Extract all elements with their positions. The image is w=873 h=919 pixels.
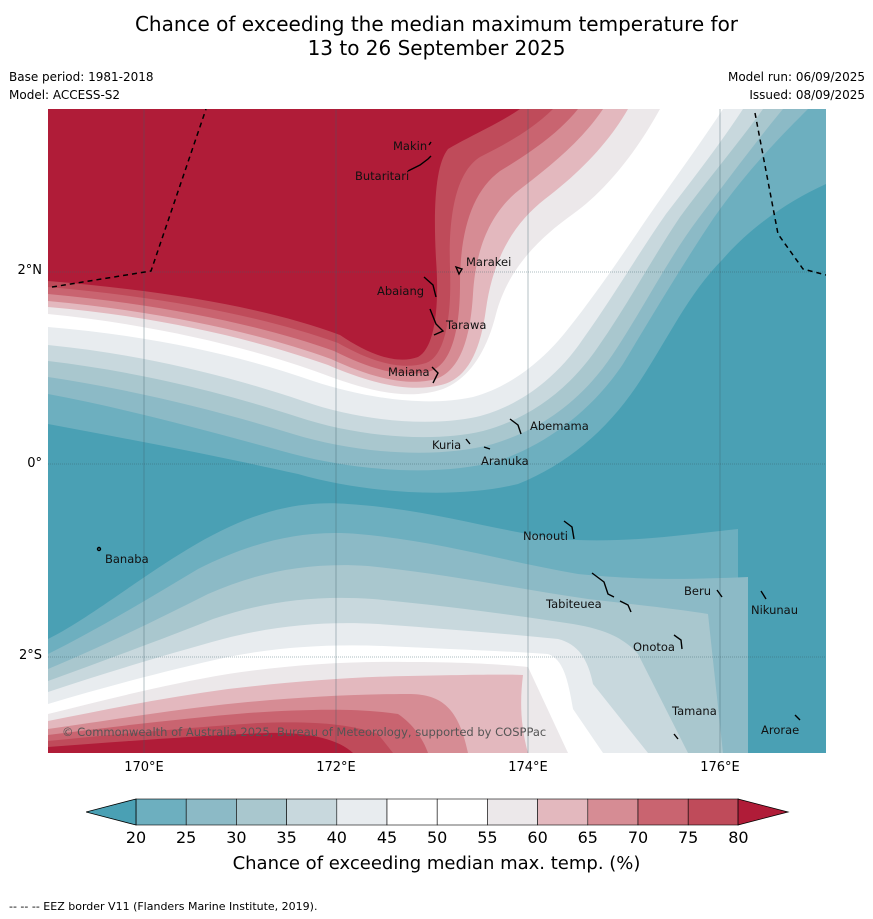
contour-n-80 [48,109,520,360]
meta-left: Base period: 1981-2018 Model: ACCESS-S2 [9,68,154,104]
issued-date: Issued: 08/09/2025 [749,88,865,102]
island-butaritari [407,155,432,172]
island-tabiteuea [591,572,632,613]
island-banaba [96,546,102,552]
colorbar-cell [687,798,739,826]
colorbar-cell [336,798,388,826]
island-marakei [454,265,464,276]
island-abaiang [423,276,437,298]
place-labels: Makin Butaritari Marakei Abaiang Tarawa … [105,139,799,737]
island-aranuka [483,446,491,450]
place-abaiang: Abaiang [377,284,424,298]
island-nikunau [760,590,767,600]
colorbar-tick-label: 65 [577,828,598,847]
place-maiana: Maiana [388,365,430,379]
place-makin: Makin [393,139,427,153]
lat-label-2n: 2°N [17,263,43,278]
colorbar [86,798,790,826]
colorbar-tick-label: 45 [376,828,398,847]
colorbar-tick-label: 60 [527,828,548,847]
map-svg: Makin Butaritari Marakei Abaiang Tarawa … [48,109,826,753]
colorbar-cell [236,798,287,826]
place-beru: Beru [684,584,711,598]
island-tamana [673,733,679,740]
colorbar-tick-label: 30 [226,828,247,847]
place-marakei: Marakei [466,255,511,269]
graticule [48,109,826,753]
colorbar-tick-label: 20 [125,828,147,847]
colorbar-tick-label: 35 [276,828,297,847]
eez-footnote: -- -- -- EEZ border V11 (Flanders Marine… [9,900,318,913]
colorbar-cell [386,798,438,826]
island-onotoa [673,634,683,650]
island-kuria [465,438,471,445]
islands [96,141,801,740]
place-aranuka: Aranuka [481,454,529,468]
colorbar-cell [487,798,538,826]
place-nonouti: Nonouti [523,529,568,543]
copyright-notice: © Commonwealth of Australia 2025, Bureau… [62,725,546,739]
model-name: Model: ACCESS-S2 [9,88,121,102]
place-tamana: Tamana [671,704,717,718]
lon-label-170: 170°E [124,760,164,775]
colorbar-tick-label: 25 [176,828,197,847]
colorbar-label: Chance of exceeding median max. temp. (%… [232,853,641,874]
colorbar-tick-label: 50 [427,828,448,847]
colorbar-tick-label: 80 [728,828,749,847]
base-period: Base period: 1981-2018 [9,70,154,84]
island-maiana [431,366,439,384]
lat-label-0: 0° [27,456,42,471]
place-nikunau: Nikunau [751,603,798,617]
colorbar-cell [587,798,639,826]
colorbar-max-arrow [737,798,790,826]
meta-right: Model run: 06/09/2025 Issued: 08/09/2025 [728,68,865,104]
colorbar-cell [185,798,237,826]
island-makin [428,141,432,146]
title-line-2: 13 to 26 September 2025 [307,36,566,60]
island-arorae [794,714,801,721]
colorbar-cell [537,798,589,826]
lon-label-174: 174°E [508,760,548,775]
place-tarawa: Tarawa [445,318,486,332]
place-onotoa: Onotoa [633,640,675,654]
colorbar-tick-label: 70 [627,828,649,847]
colorbar-tick-label: 40 [326,828,347,847]
island-nonouti [563,520,575,540]
colorbar-cell [135,798,187,826]
place-banaba: Banaba [105,552,149,566]
colorbar-tick-label: 75 [678,828,699,847]
colorbar-cell [286,798,338,826]
colorbar-min-arrow [86,798,137,826]
place-tabiteuea: Tabiteuea [545,597,602,611]
lon-label-176: 176°E [700,760,740,775]
eez-border [51,109,826,288]
colorbar-cell [436,798,488,826]
place-arorae: Arorae [761,723,799,737]
map-title: Chance of exceeding the median maximum t… [0,12,873,60]
lon-label-172: 172°E [316,760,356,775]
island-abemama [509,418,522,435]
title-line-1: Chance of exceeding the median maximum t… [134,12,739,36]
place-butaritari: Butaritari [355,169,409,183]
colorbar-cells [135,798,739,826]
lat-label-2s: 2°S [18,648,42,663]
colorbar-tick-label: 55 [477,828,498,847]
island-beru [716,589,723,598]
place-kuria: Kuria [432,438,461,452]
island-tarawa [429,308,445,336]
place-abemama: Abemama [530,419,589,433]
model-run: Model run: 06/09/2025 [727,70,865,84]
contour-s-80 [48,732,353,753]
colorbar-cell [637,798,689,826]
map-panel: Makin Butaritari Marakei Abaiang Tarawa … [48,109,826,753]
